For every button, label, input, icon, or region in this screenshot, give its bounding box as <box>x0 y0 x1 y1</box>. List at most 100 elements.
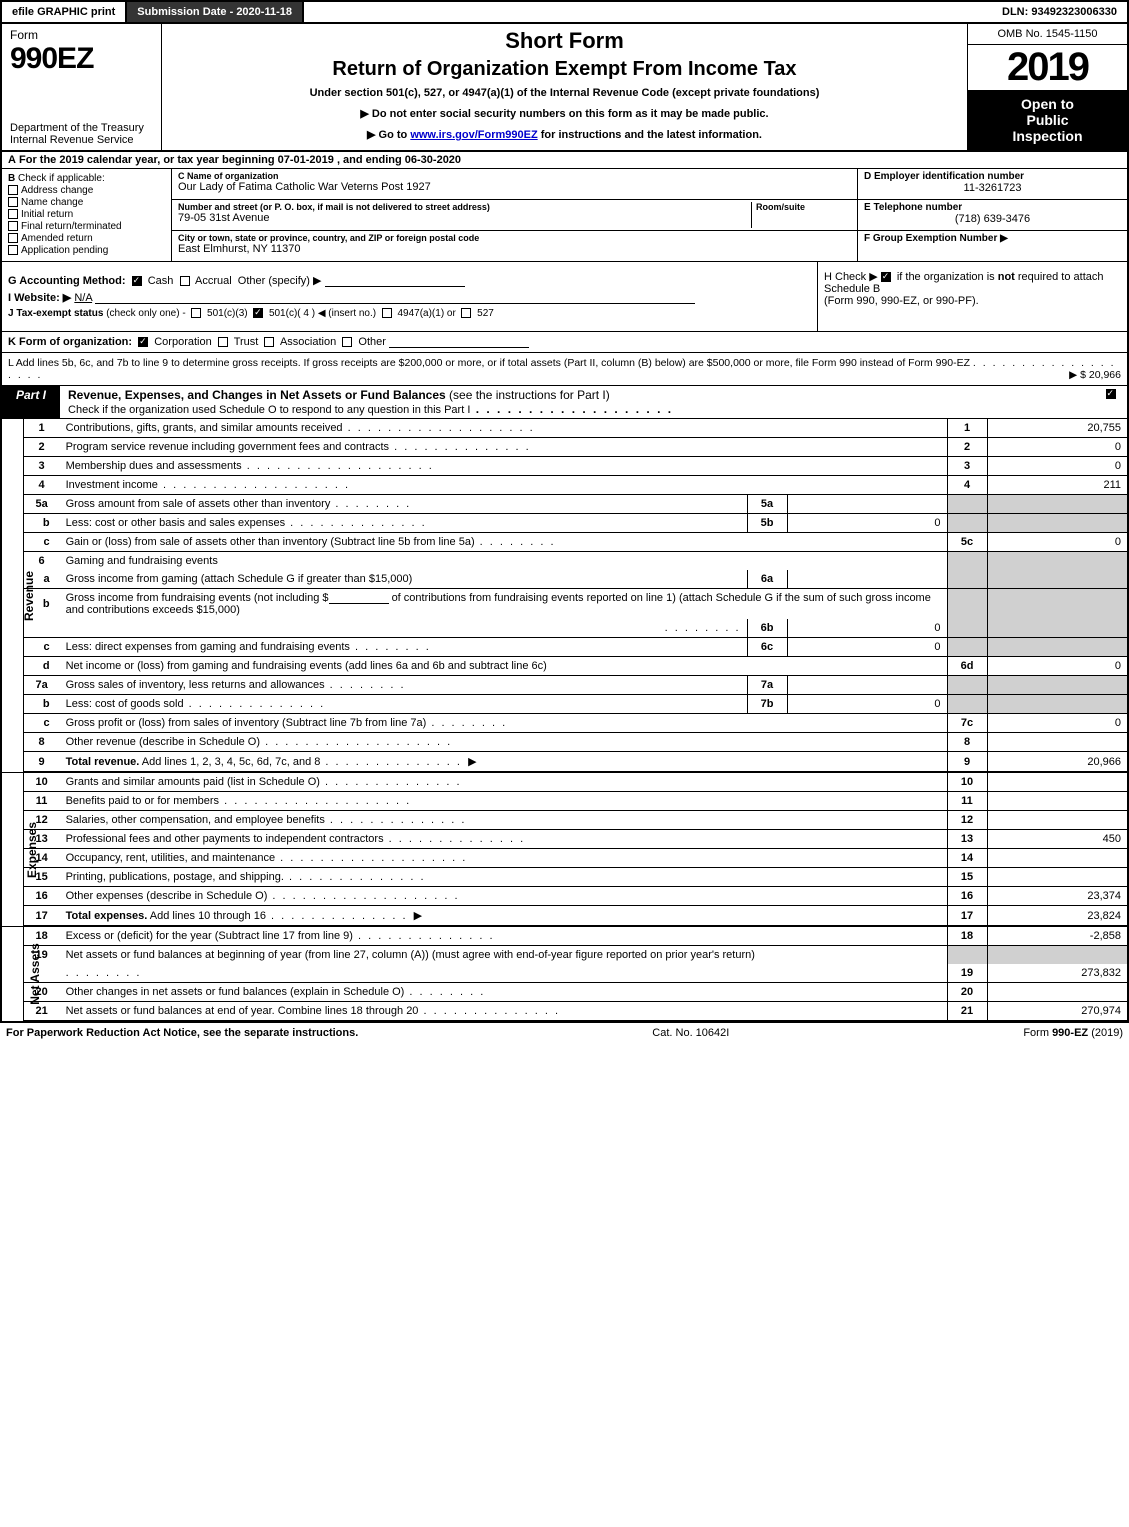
chk-4947[interactable] <box>382 308 392 318</box>
desc: Gross profit or (loss) from sales of inv… <box>66 717 427 729</box>
val <box>987 811 1127 830</box>
row-g: G Accounting Method: Cash Accrual Other … <box>8 274 811 287</box>
inner-ln: 5a <box>747 495 787 514</box>
efile-print-button[interactable]: efile GRAPHIC print <box>2 2 127 22</box>
city-val: East Elmhurst, NY 11370 <box>178 243 851 255</box>
val: 450 <box>987 830 1127 849</box>
chk-assoc[interactable] <box>264 337 274 347</box>
top-bar: efile GRAPHIC print Submission Date - 20… <box>0 0 1129 24</box>
val: 0 <box>987 714 1127 733</box>
col-ln: 2 <box>947 438 987 457</box>
opt-accrual: Accrual <box>195 275 232 287</box>
opt-assoc: Association <box>280 336 336 348</box>
val <box>987 849 1127 868</box>
dots <box>330 498 411 510</box>
dots <box>320 756 462 768</box>
dept-label: Department of the Treasury Internal Reve… <box>10 118 161 150</box>
chk-name-change[interactable]: Name change <box>8 197 165 208</box>
line-9: 9Total revenue. Add lines 1, 2, 3, 4, 5c… <box>24 752 1127 772</box>
line-8: 8Other revenue (describe in Schedule O)8 <box>24 733 1127 752</box>
ln: c <box>24 638 60 657</box>
col-ln: 5c <box>947 533 987 552</box>
chk-amended-return[interactable]: Amended return <box>8 233 165 244</box>
val: 20,755 <box>987 419 1127 438</box>
h-text1: H Check ▶ <box>824 271 878 283</box>
chk-address-change[interactable]: Address change <box>8 185 165 196</box>
line-18: 18Excess or (deficit) for the year (Subt… <box>24 927 1127 946</box>
ein-lbl: D Employer identification number <box>864 171 1121 182</box>
other-org-blank <box>389 336 529 348</box>
desc: Less: direct expenses from gaming and fu… <box>66 641 350 653</box>
dots <box>219 795 411 807</box>
dots <box>275 852 467 864</box>
ln: 6 <box>24 552 60 571</box>
dots <box>350 641 431 653</box>
col-ln: 3 <box>947 457 987 476</box>
part1-sub: Check if the organization used Schedule … <box>68 404 470 416</box>
dots <box>285 517 427 529</box>
tax-exempt-lbl: J Tax-exempt status <box>8 308 103 319</box>
ln: 8 <box>24 733 60 752</box>
inner-val: 0 <box>787 695 947 714</box>
chk-initial-return[interactable]: Initial return <box>8 209 165 220</box>
revenue-sidebar: Revenue <box>2 419 24 772</box>
desc: Gain or (loss) from sale of assets other… <box>66 536 475 548</box>
netassets-section: Net Assets 18Excess or (deficit) for the… <box>0 927 1129 1023</box>
inner-ln: 6a <box>747 570 787 589</box>
chk-other-org[interactable] <box>342 337 352 347</box>
chk-final-return[interactable]: Final return/terminated <box>8 221 165 232</box>
desc: Salaries, other compensation, and employ… <box>66 814 325 826</box>
chk-527[interactable] <box>461 308 471 318</box>
row-l: L Add lines 5b, 6c, and 7b to line 9 to … <box>0 353 1129 386</box>
dots <box>284 871 426 883</box>
col-ln: 21 <box>947 1002 987 1021</box>
chk-trust[interactable] <box>218 337 228 347</box>
irs-link[interactable]: www.irs.gov/Form990EZ <box>410 129 537 141</box>
chk-501c3[interactable] <box>191 308 201 318</box>
expenses-sidebar: Expenses <box>2 773 24 926</box>
desc: Gross income from gaming (attach Schedul… <box>60 570 747 589</box>
line-2: 2Program service revenue including gover… <box>24 438 1127 457</box>
irs-text: Internal Revenue Service <box>10 134 134 146</box>
chk-corp[interactable] <box>138 337 148 347</box>
title-return: Return of Organization Exempt From Incom… <box>172 58 957 81</box>
line-6c: c Less: direct expenses from gaming and f… <box>24 638 1127 657</box>
desc: Benefits paid to or for members <box>66 795 219 807</box>
dots <box>260 736 452 748</box>
page-footer: For Paperwork Reduction Act Notice, see … <box>0 1023 1129 1043</box>
line-6b-1: bGross income from fundraising events (n… <box>24 589 1127 620</box>
chk-app-pending[interactable]: Application pending <box>8 245 165 256</box>
col-ln: 11 <box>947 792 987 811</box>
col-ln: 8 <box>947 733 987 752</box>
col-ln: 16 <box>947 887 987 906</box>
shade <box>987 946 1127 965</box>
inner-val <box>787 495 947 514</box>
header-center: Short Form Return of Organization Exempt… <box>162 24 967 150</box>
submission-date-label: Submission Date - 2020-11-18 <box>127 2 304 22</box>
chk-accrual[interactable] <box>180 276 190 286</box>
shade <box>947 676 987 695</box>
expenses-table: 10Grants and similar amounts paid (list … <box>24 773 1127 926</box>
website-blank <box>95 292 695 304</box>
col-ln: 18 <box>947 927 987 946</box>
line-7b: bLess: cost of goods sold7b0 <box>24 695 1127 714</box>
line-6d: dNet income or (loss) from gaming and fu… <box>24 657 1127 676</box>
desc: Professional fees and other payments to … <box>66 833 384 845</box>
chk-h[interactable] <box>881 272 891 282</box>
dept-text: Department of the Treasury <box>10 122 144 134</box>
opt-cash: Cash <box>148 275 174 287</box>
desc: Occupancy, rent, utilities, and maintena… <box>66 852 276 864</box>
part1-header: Part I Revenue, Expenses, and Changes in… <box>0 386 1129 419</box>
tel-lbl: E Telephone number <box>864 202 1121 213</box>
row-a-text: For the 2019 calendar year, or tax year … <box>19 154 461 166</box>
val: 0 <box>987 657 1127 676</box>
val: 0 <box>987 457 1127 476</box>
val: -2,858 <box>987 927 1127 946</box>
ln: 1 <box>24 419 60 438</box>
box-b-label: Check if applicable: <box>18 173 105 184</box>
chk-cash[interactable] <box>132 276 142 286</box>
part1-schedule-o-chk[interactable] <box>1097 386 1127 418</box>
dots <box>158 479 350 491</box>
chk-501c[interactable] <box>253 308 263 318</box>
desc-bold: Total expenses. <box>66 910 148 922</box>
